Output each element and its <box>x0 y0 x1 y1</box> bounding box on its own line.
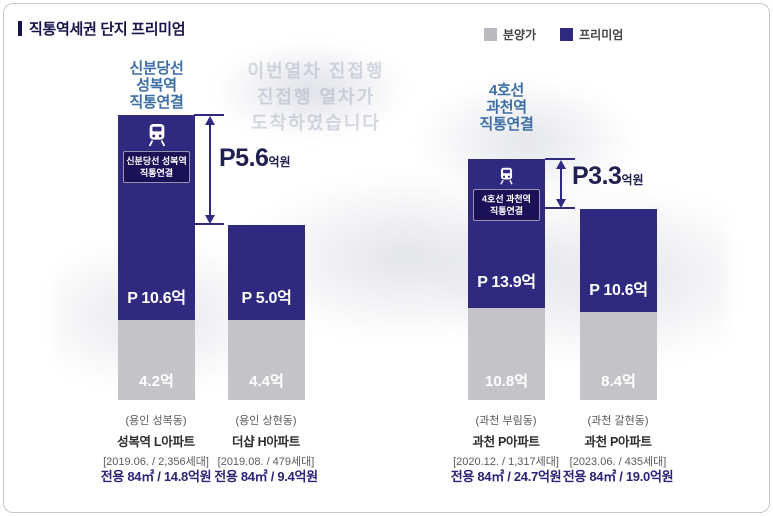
apartment-footer-4: (과천 갈현동) 과천 P아파트 [2023.06. / 435세대] <box>538 412 698 469</box>
gap-value-1: P5.6 <box>219 144 269 172</box>
apartment-footer-1: (용인 성복동) 성복역 L아파트 [2019.06. / 2,356세대] <box>76 412 236 469</box>
station-badge-1: 신분당선 성복역 직통연결 <box>123 151 190 183</box>
apartment-summary-1: 전용 84㎡ / 14.8억원 <box>100 469 212 484</box>
gap-value-2: P3.3 <box>572 162 622 190</box>
premium-value-2: P 5.0억 <box>241 290 292 307</box>
apartment-detail-2: [2019.08. / 479세대] <box>217 456 315 468</box>
apartment-detail-4: [2023.06. / 435세대] <box>569 456 667 468</box>
gap-tick-bottom-1 <box>194 223 224 225</box>
premium-bar-4: P 10.6억 <box>580 209 657 312</box>
legend-item-premium: 프리미엄 <box>560 26 623 43</box>
station-header-gwacheon: 4호선 과천역 직통연결 <box>479 82 534 133</box>
price-value-3: 10.8억 <box>485 373 528 390</box>
price-bar-4: 8.4억 <box>580 312 657 400</box>
train-icon <box>148 124 165 147</box>
premium-gap-annotation-2: P3.3억원 <box>572 162 644 191</box>
apartment-name-3: 과천 P아파트 <box>472 435 540 449</box>
gap-arrow-2 <box>556 160 566 208</box>
legend: 분양가 프리미엄 <box>484 26 623 43</box>
apartment-location-3: (과천 부림동) <box>475 415 537 427</box>
station-header-seongbok: 신분당선 성복역 직통연결 <box>129 60 184 111</box>
page-title-text: 직통역세권 단지 프리미엄 <box>29 21 186 38</box>
station-badge-3: 4호선 과천역 직통연결 <box>473 189 540 221</box>
apartment-footer-2: (용인 상현동) 더샵 H아파트 [2019.08. / 479세대] <box>186 412 346 469</box>
premium-value-3: P 13.9억 <box>477 274 536 291</box>
apartment-name-2: 더샵 H아파트 <box>232 435 300 449</box>
apartment-location-2: (용인 상현동) <box>235 415 297 427</box>
premium-bar-1: 신분당선 성복역 직통연결 P 10.6억 <box>118 115 195 320</box>
price-bar-3: 10.8억 <box>468 308 545 400</box>
gap-unit-1: 억원 <box>268 155 291 169</box>
gap-tick-top-1 <box>194 114 224 116</box>
apartment-name-1: 성복역 L아파트 <box>117 435 195 449</box>
price-bar-2: 4.4억 <box>228 320 305 400</box>
premium-gap-annotation-1: P5.6억원 <box>219 144 291 173</box>
page-title: 직통역세권 단지 프리미엄 <box>18 18 186 39</box>
premium-bar-2: P 5.0억 <box>228 225 305 320</box>
price-value-4: 8.4억 <box>601 373 636 390</box>
gap-unit-2: 억원 <box>621 173 644 187</box>
title-accent-bar <box>18 21 22 36</box>
price-value-2: 4.4억 <box>249 373 284 390</box>
train-icon <box>500 167 513 185</box>
infographic-card: 이번열차 진접행 진접행 열차가 도착하였습니다 직통역세권 단지 프리미엄 분… <box>3 3 770 513</box>
price-swatch-icon <box>484 28 497 41</box>
apartment-detail-3: [2020.12. / 1,317세대] <box>453 456 559 468</box>
legend-label-premium: 프리미엄 <box>579 28 624 42</box>
legend-item-price: 분양가 <box>484 26 536 43</box>
price-bar-1: 4.2억 <box>118 320 195 400</box>
apartment-name-4: 과천 P아파트 <box>584 435 652 449</box>
apartment-summary-2: 전용 84㎡ / 9.4억원 <box>214 469 318 484</box>
price-value-1: 4.2억 <box>139 373 174 390</box>
premium-value-4: P 10.6억 <box>589 282 648 299</box>
premium-value-1: P 10.6억 <box>127 290 186 307</box>
apartment-summary-4: 전용 84㎡ / 19.0억원 <box>562 469 674 484</box>
apartment-detail-1: [2019.06. / 2,356세대] <box>103 456 209 468</box>
gap-arrow-1 <box>205 116 215 224</box>
apartment-footer-3: (과천 부림동) 과천 P아파트 [2020.12. / 1,317세대] <box>426 412 586 469</box>
gap-tick-bottom-2 <box>545 207 575 209</box>
legend-label-price: 분양가 <box>503 28 537 42</box>
gap-tick-top-2 <box>545 158 575 160</box>
background-watermark-text: 이번열차 진접행 진접행 열차가 도착하였습니다 <box>247 61 385 133</box>
premium-swatch-icon <box>560 28 574 41</box>
apartment-summary-3: 전용 84㎡ / 24.7억원 <box>450 469 562 484</box>
apartment-location-4: (과천 갈현동) <box>587 415 649 427</box>
apartment-location-1: (용인 성복동) <box>125 415 187 427</box>
premium-bar-3: 4호선 과천역 직통연결 P 13.9억 <box>468 159 545 308</box>
